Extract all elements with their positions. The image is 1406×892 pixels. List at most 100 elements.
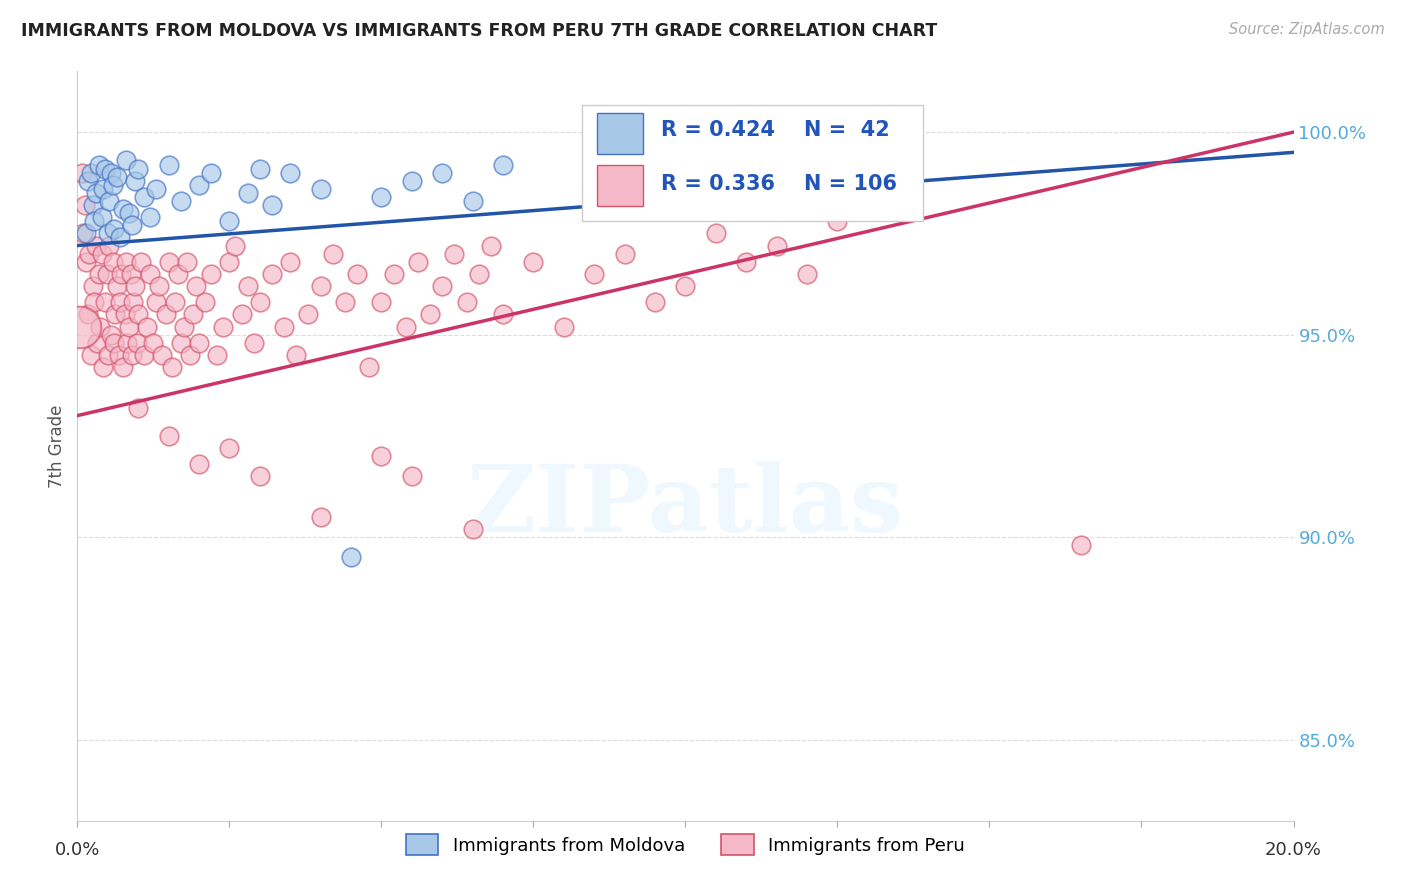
Point [101, 254, 124, 268]
Point [370, 190, 392, 204]
Text: R = 0.336    N = 106: R = 0.336 N = 106 [661, 174, 897, 194]
FancyBboxPatch shape [596, 112, 643, 153]
Point [145, 182, 167, 196]
Point [82, 198, 104, 212]
Point [467, 267, 489, 281]
Point [163, 295, 186, 310]
Point [155, 307, 177, 321]
Point [1070, 538, 1092, 552]
Point [91, 359, 114, 374]
Point [236, 279, 259, 293]
Point [194, 295, 217, 310]
Point [359, 359, 381, 374]
Point [553, 319, 575, 334]
Point [127, 161, 149, 176]
Point [188, 178, 211, 192]
Point [93, 295, 115, 310]
Point [166, 267, 188, 281]
Point [105, 169, 128, 184]
Point [136, 319, 159, 334]
Point [121, 348, 143, 362]
Point [118, 319, 141, 334]
Point [100, 327, 122, 342]
Point [704, 227, 727, 241]
Point [87, 157, 110, 171]
Point [218, 254, 240, 268]
Point [110, 267, 132, 281]
Point [77, 307, 100, 321]
Point [111, 359, 134, 374]
Point [370, 449, 392, 463]
Text: Source: ZipAtlas.com: Source: ZipAtlas.com [1229, 22, 1385, 37]
Point [108, 230, 131, 244]
Point [522, 254, 544, 268]
Point [231, 307, 253, 321]
Point [79, 246, 101, 260]
Legend: Immigrants from Moldova, Immigrants from Peru: Immigrants from Moldova, Immigrants from… [396, 825, 974, 864]
Point [84, 186, 107, 200]
Point [97, 227, 120, 241]
Point [309, 182, 332, 196]
Point [125, 335, 148, 350]
Point [827, 214, 849, 228]
Point [249, 295, 271, 310]
Point [115, 153, 138, 168]
Point [401, 174, 423, 188]
Point [80, 166, 103, 180]
Point [121, 219, 143, 233]
Point [176, 254, 198, 268]
Point [101, 178, 124, 192]
Point [309, 509, 332, 524]
Point [249, 469, 271, 483]
Point [170, 335, 193, 350]
Point [122, 295, 145, 310]
Point [124, 279, 146, 293]
Point [333, 295, 356, 310]
Point [69, 319, 91, 334]
Point [644, 295, 666, 310]
Point [200, 267, 222, 281]
Point [370, 295, 392, 310]
Point [278, 254, 301, 268]
Point [675, 279, 697, 293]
Y-axis label: 7th Grade: 7th Grade [48, 404, 66, 488]
Point [765, 238, 787, 252]
Point [273, 319, 295, 334]
Point [93, 161, 115, 176]
Point [124, 174, 146, 188]
Point [100, 166, 122, 180]
Point [322, 246, 344, 260]
Point [77, 174, 100, 188]
Point [96, 267, 118, 281]
Point [309, 279, 332, 293]
Point [82, 279, 104, 293]
Point [236, 186, 259, 200]
Point [73, 198, 96, 212]
Point [157, 254, 180, 268]
Point [382, 267, 405, 281]
Point [115, 335, 138, 350]
Point [152, 348, 174, 362]
Point [218, 441, 240, 455]
Point [83, 214, 105, 228]
Point [103, 222, 125, 236]
Point [285, 348, 308, 362]
FancyBboxPatch shape [596, 165, 643, 206]
Point [114, 307, 136, 321]
Point [461, 194, 484, 208]
Point [87, 267, 110, 281]
Text: 0.0%: 0.0% [55, 841, 100, 859]
Point [278, 166, 301, 180]
Point [188, 335, 211, 350]
Point [90, 210, 112, 224]
Point [340, 550, 363, 565]
Point [205, 348, 228, 362]
Point [75, 254, 97, 268]
Point [170, 194, 193, 208]
Point [181, 307, 204, 321]
Point [184, 279, 207, 293]
Point [419, 307, 441, 321]
Point [479, 238, 502, 252]
Point [90, 246, 112, 260]
Point [97, 194, 120, 208]
